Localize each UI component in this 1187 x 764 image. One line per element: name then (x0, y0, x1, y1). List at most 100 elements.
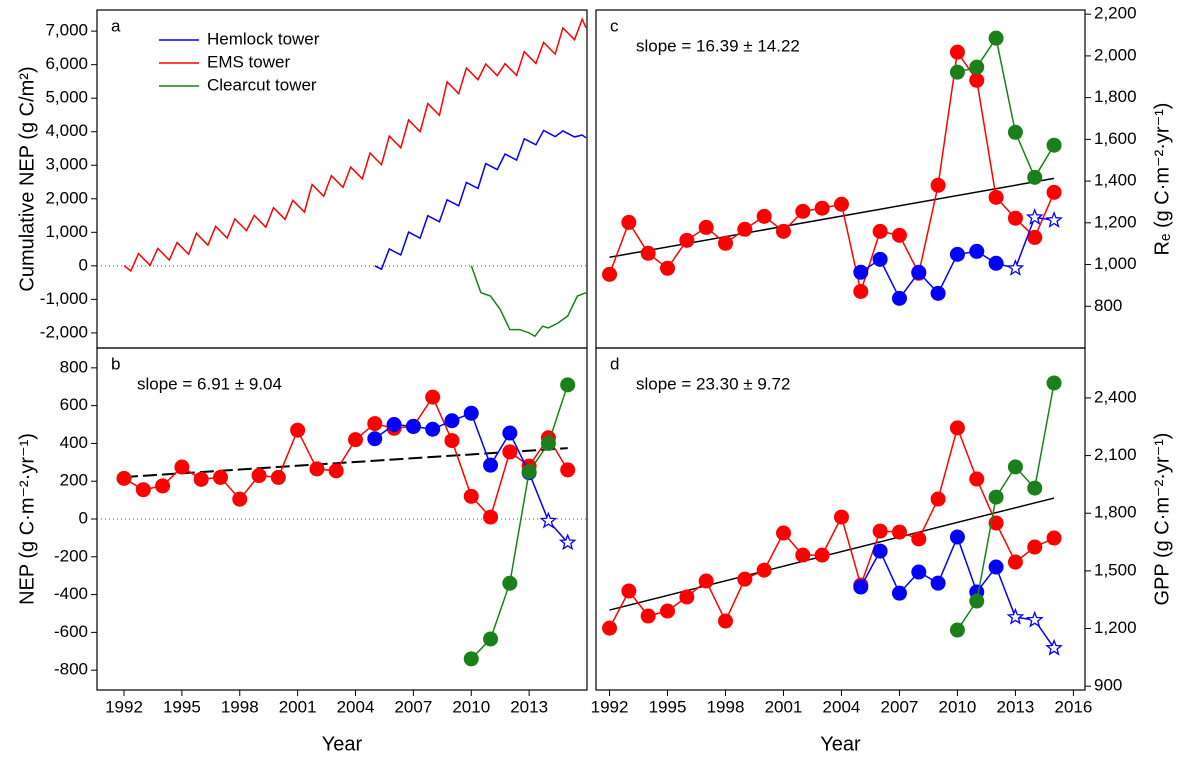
point-marker (814, 547, 830, 563)
x-tick-label: 2013 (997, 697, 1035, 716)
series-line (608, 425, 1055, 629)
point-marker (1007, 124, 1023, 140)
point-marker (444, 413, 460, 429)
point-marker (988, 559, 1004, 575)
x-tick-label: 1995 (163, 697, 201, 716)
y-tick-label: 800 (1094, 296, 1122, 315)
y-tick-label: -1,000 (40, 289, 88, 308)
x-tick-label: 1998 (221, 697, 259, 716)
point-marker (891, 290, 907, 306)
point-marker (660, 260, 676, 276)
star-marker (1045, 638, 1063, 656)
point-marker (463, 651, 479, 667)
legend-label: Clearcut tower (207, 75, 317, 94)
point-marker (232, 491, 248, 507)
point-marker (270, 469, 286, 485)
y-tick-label: 1,000 (1094, 254, 1137, 273)
point-marker (425, 421, 441, 437)
point-marker (949, 246, 965, 262)
star-marker (539, 511, 558, 529)
point-marker (367, 431, 383, 447)
point-marker (717, 613, 733, 629)
point-marker (949, 44, 965, 60)
point-marker (386, 417, 402, 433)
series-line (374, 129, 587, 271)
series-line (123, 17, 587, 273)
point-marker (1046, 137, 1062, 153)
point-marker (988, 489, 1004, 505)
point-marker (483, 457, 499, 473)
point-marker (930, 491, 946, 507)
point-marker (328, 463, 344, 479)
y-tick-label: 200 (60, 471, 88, 490)
point-marker (949, 622, 965, 638)
point-marker (621, 583, 637, 599)
y-tick-label: 1,000 (45, 222, 88, 241)
point-marker (756, 562, 772, 578)
y-tick-label: 4,000 (45, 121, 88, 140)
point-marker (988, 30, 1004, 46)
point-marker (679, 232, 695, 248)
point-marker (602, 620, 618, 636)
x-tick-label: 2016 (1054, 697, 1092, 716)
x-tick-label: 2007 (881, 697, 919, 716)
point-marker (155, 478, 171, 494)
slope-annotation: slope = 6.91 ± 9.04 (137, 374, 282, 393)
legend-label: Hemlock tower (207, 29, 320, 48)
trend-line (123, 447, 568, 479)
point-marker (775, 525, 791, 541)
point-marker (1007, 459, 1023, 475)
series-line (374, 412, 569, 544)
point-marker (1027, 539, 1043, 555)
point-marker (521, 464, 537, 480)
point-marker (698, 573, 714, 589)
x-tick-label: 2001 (279, 697, 317, 716)
point-marker (853, 579, 869, 595)
legend-label: EMS tower (207, 52, 290, 71)
trend-line (609, 177, 1055, 258)
point-marker (660, 603, 676, 619)
star-marker (1006, 607, 1025, 625)
point-marker (775, 223, 791, 239)
point-marker (1046, 184, 1062, 200)
y-tick-label: 1,800 (1094, 87, 1137, 106)
y-tick-label: -2,000 (40, 322, 88, 341)
star-marker (1045, 211, 1063, 228)
point-marker (891, 227, 907, 243)
y-tick-label: 1,400 (1094, 171, 1137, 190)
point-marker (640, 245, 656, 261)
y-tick-label: 1,800 (1094, 503, 1137, 522)
y-tick-label: 6,000 (45, 54, 88, 73)
point-marker (560, 377, 576, 393)
point-marker (737, 571, 753, 587)
point-marker (988, 189, 1004, 205)
y-tick-label: 0 (79, 255, 88, 274)
point-marker (988, 255, 1004, 271)
y-axis-label: Rₑ (g C·m⁻²·yr⁻¹) (1151, 103, 1173, 256)
point-marker (251, 468, 267, 484)
point-marker (969, 243, 985, 259)
point-marker (737, 221, 753, 237)
point-marker (483, 631, 499, 647)
panel-label: c (610, 16, 619, 35)
trend-line (609, 497, 1055, 611)
x-axis-label: Year (322, 733, 363, 755)
panel-label: b (111, 354, 120, 373)
point-marker (463, 488, 479, 504)
star-marker (1025, 610, 1044, 628)
x-tick-label: 2001 (765, 697, 803, 716)
slope-annotation: slope = 23.30 ± 9.72 (636, 374, 790, 393)
y-tick-label: 2,000 (45, 188, 88, 207)
y-tick-label: 400 (60, 433, 88, 452)
point-marker (872, 523, 888, 539)
point-marker (1027, 169, 1043, 185)
series-line (957, 36, 1055, 179)
point-marker (425, 389, 441, 405)
panel-label: d (610, 354, 619, 373)
point-marker (621, 214, 637, 230)
x-tick-label: 2010 (939, 697, 977, 716)
y-tick-label: -200 (54, 546, 88, 565)
point-marker (1046, 530, 1062, 546)
point-marker (833, 509, 849, 525)
point-marker (193, 471, 209, 487)
